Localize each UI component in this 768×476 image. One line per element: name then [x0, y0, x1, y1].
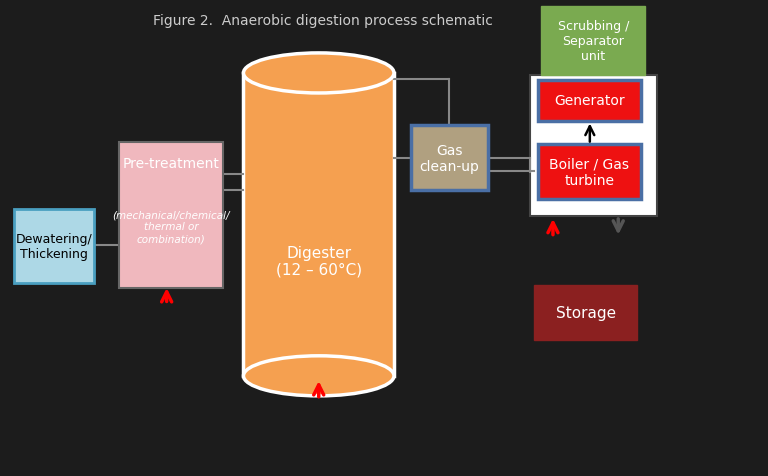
Text: Scrubbing /
Separator
unit: Scrubbing / Separator unit — [558, 20, 629, 63]
Text: Gas
clean-up: Gas clean-up — [419, 143, 479, 173]
FancyBboxPatch shape — [538, 81, 641, 121]
FancyBboxPatch shape — [411, 126, 488, 190]
FancyBboxPatch shape — [119, 143, 223, 288]
Text: Storage: Storage — [555, 306, 616, 320]
Text: (mechanical/chemical/
thermal or
combination): (mechanical/chemical/ thermal or combina… — [112, 210, 230, 244]
FancyBboxPatch shape — [14, 209, 94, 283]
Text: Figure 2.  Anaerobic digestion process schematic: Figure 2. Anaerobic digestion process sc… — [153, 14, 492, 29]
FancyBboxPatch shape — [538, 145, 641, 200]
Text: Digester
(12 – 60°C): Digester (12 – 60°C) — [276, 245, 362, 278]
FancyBboxPatch shape — [534, 286, 637, 340]
Ellipse shape — [243, 54, 394, 94]
FancyBboxPatch shape — [530, 76, 657, 217]
FancyBboxPatch shape — [243, 74, 394, 376]
Text: Pre-treatment: Pre-treatment — [122, 157, 220, 171]
Text: Generator: Generator — [554, 94, 624, 108]
FancyBboxPatch shape — [541, 7, 645, 76]
Text: Boiler / Gas
turbine: Boiler / Gas turbine — [549, 158, 630, 188]
Ellipse shape — [243, 356, 394, 396]
Text: Dewatering/
Thickening: Dewatering/ Thickening — [16, 232, 92, 260]
